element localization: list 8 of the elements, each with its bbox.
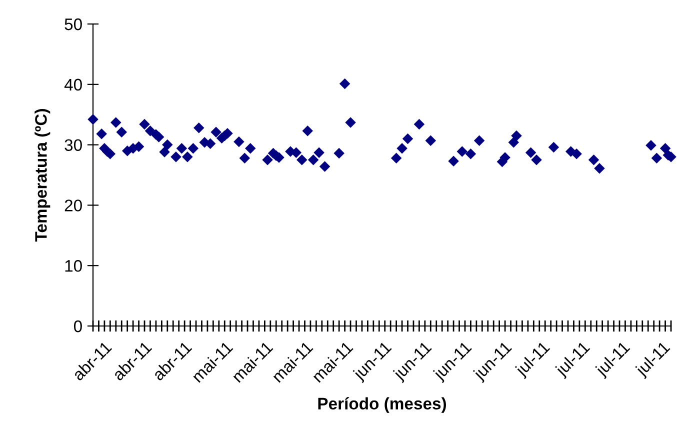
x-axis-title: Período (meses) (318, 397, 446, 413)
y-tick-label: 10 (65, 260, 82, 272)
y-tick-label: 50 (64, 18, 82, 30)
y-tick-label: 0 (74, 320, 82, 332)
y-tick-label: 40 (64, 78, 82, 91)
y-tick-label: 20 (64, 200, 82, 212)
y-tick-label: 30 (64, 139, 82, 152)
y-axis-title: Temperatura (ºC) (34, 109, 50, 242)
